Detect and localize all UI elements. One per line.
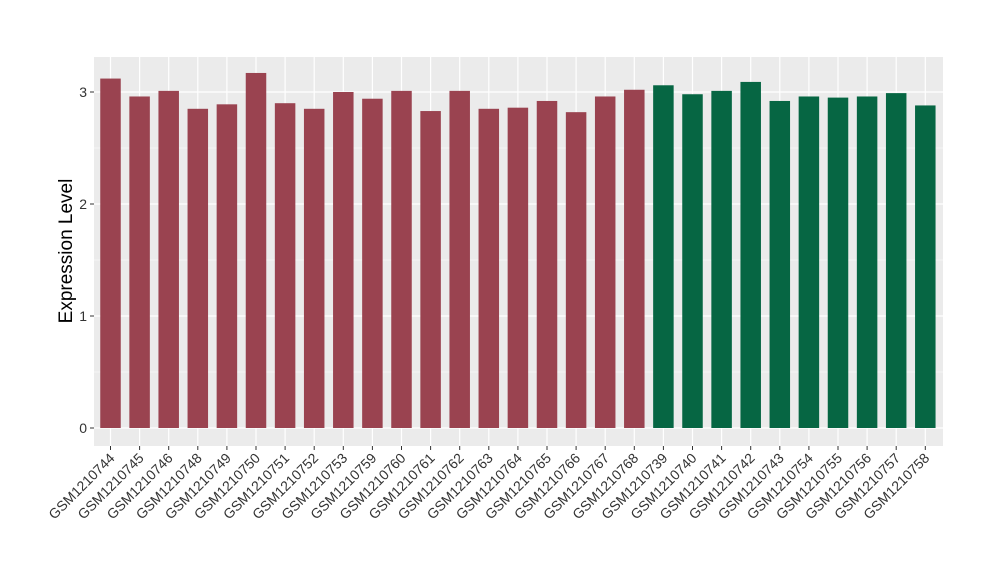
bar [449,90,470,428]
x-axis: GSM1210744GSM1210745GSM1210746GSM1210748… [45,446,933,522]
bar [129,96,150,428]
bar [274,103,296,428]
bar [915,105,936,428]
bar [624,89,645,428]
bar [216,104,238,428]
bar [420,111,441,428]
y-tick-label: 2 [79,196,87,212]
y-tick-label: 0 [79,420,87,436]
bar [565,112,587,428]
y-axis: 0 1 2 3 [79,84,94,436]
bar [245,72,267,429]
bar [827,97,849,428]
bar [594,96,616,428]
bar [653,85,674,428]
bar [856,96,878,428]
bar [711,90,732,428]
bar [478,108,500,429]
y-tick-label: 1 [79,308,87,324]
bar [536,100,558,429]
bar [303,108,325,429]
y-axis-label: Expression Level [56,179,77,324]
bar [362,98,383,428]
bar [740,81,761,429]
bar [769,100,791,429]
bar [333,92,354,428]
bar [798,96,820,428]
bar [885,93,907,429]
bar [187,108,209,429]
bar [682,94,703,429]
bar [158,90,179,428]
bars [100,72,936,429]
bar [507,107,529,429]
y-tick-label: 3 [79,84,87,100]
bar [100,78,121,428]
bar [391,90,412,428]
